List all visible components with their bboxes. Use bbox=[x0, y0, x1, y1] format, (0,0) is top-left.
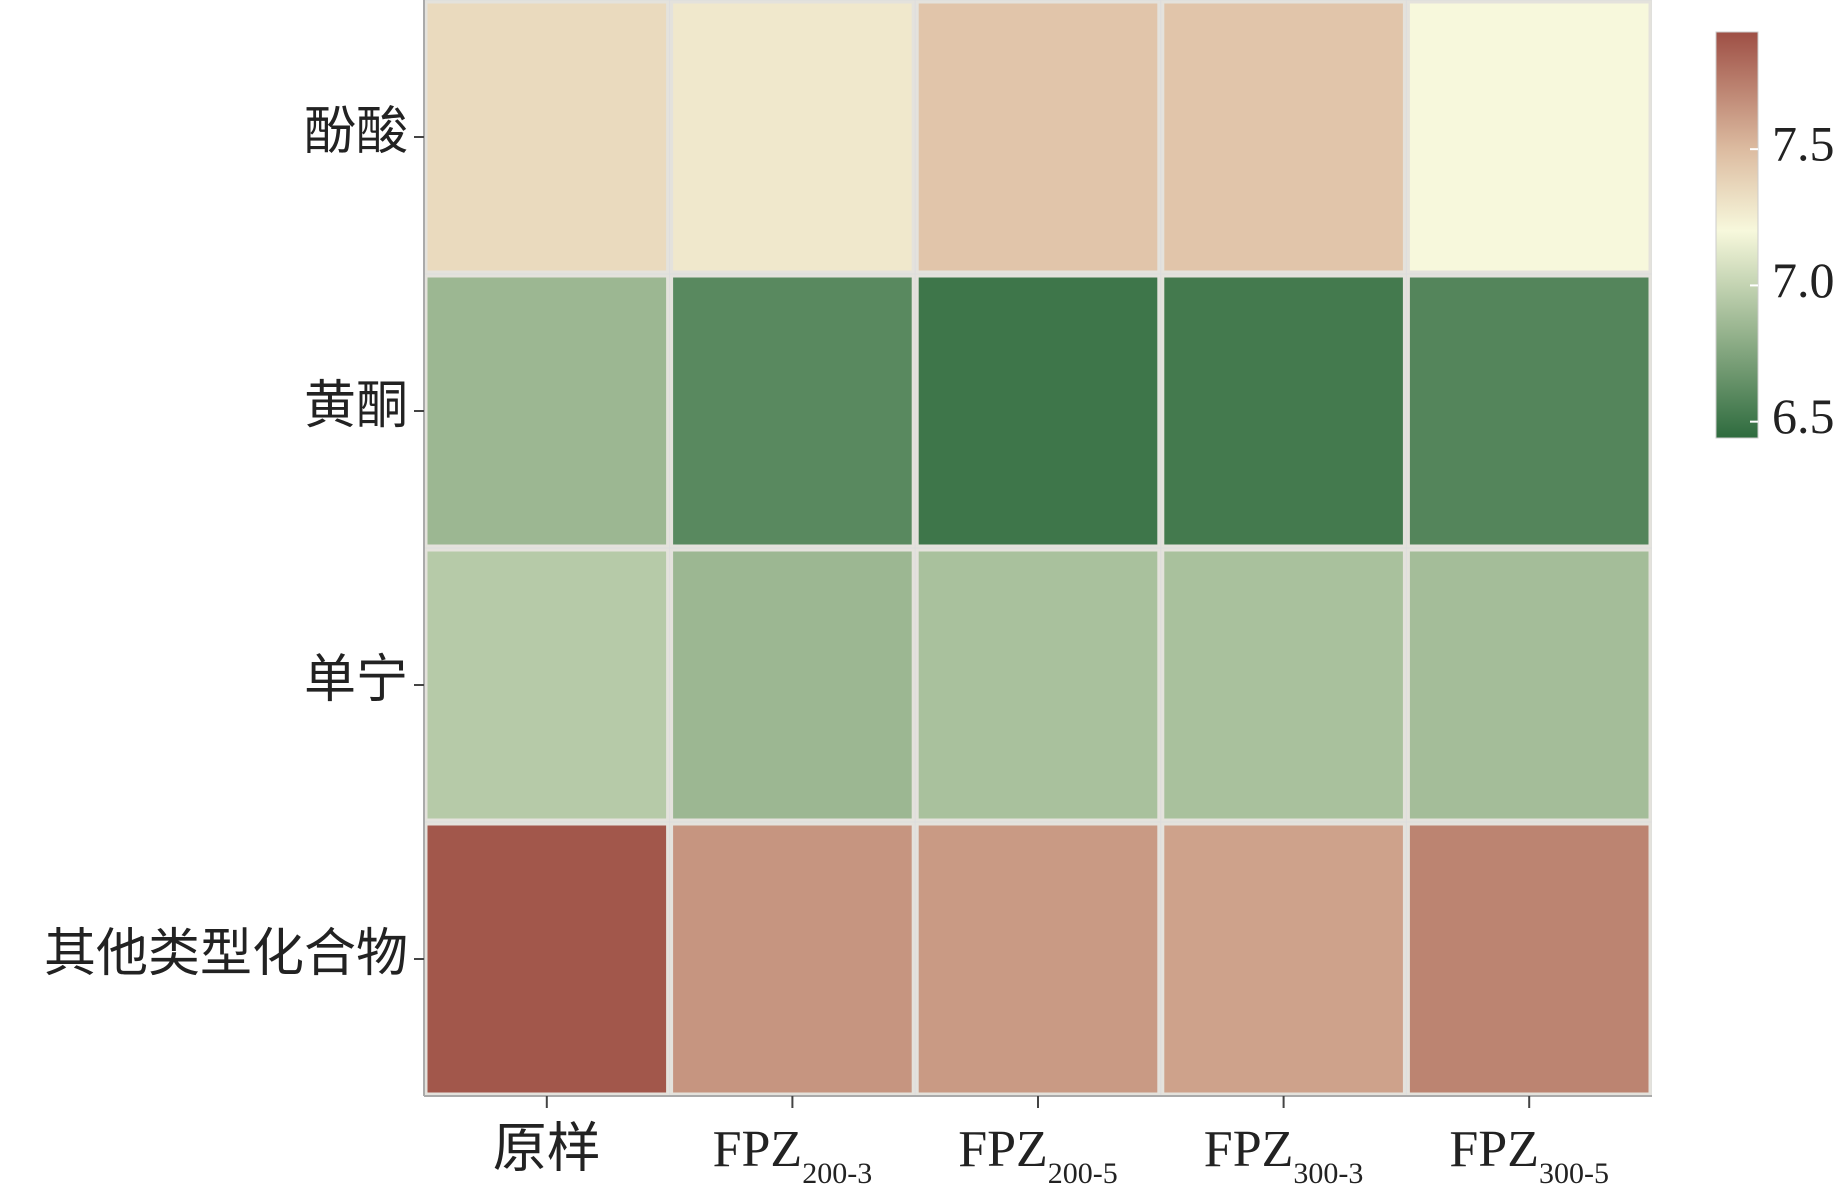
heatmap-cell bbox=[424, 822, 670, 1096]
heatmap-cell bbox=[915, 0, 1161, 274]
y-tick-label: 酚酸 bbox=[304, 104, 408, 161]
x-tick-label: FPZ300-3 bbox=[1204, 1121, 1364, 1190]
colorbar-tick-label: 6.5 bbox=[1772, 388, 1835, 444]
x-tick-label-base: FPZ bbox=[1449, 1121, 1539, 1178]
heatmap-cell bbox=[1161, 822, 1406, 1096]
heatmap-cell bbox=[915, 548, 1161, 822]
heatmap-cell bbox=[1406, 274, 1652, 548]
x-tick-label: 原样 bbox=[493, 1118, 601, 1178]
heatmap-cell bbox=[1161, 0, 1406, 274]
colorbar-tick-label: 7.5 bbox=[1772, 116, 1835, 172]
heatmap-cell bbox=[1161, 548, 1406, 822]
x-tick-label: FPZ200-5 bbox=[958, 1121, 1118, 1190]
heatmap-cell bbox=[424, 0, 670, 274]
colorbar-tick-label: 7.0 bbox=[1772, 252, 1835, 308]
x-tick-label-base: FPZ bbox=[958, 1121, 1048, 1178]
heatmap-cell bbox=[1406, 822, 1652, 1096]
heatmap-cell bbox=[670, 548, 915, 822]
x-tick-label-sub: 300-3 bbox=[1293, 1157, 1363, 1190]
heatmap-cell bbox=[670, 0, 915, 274]
heatmap-cell bbox=[1406, 0, 1652, 274]
heatmap-cell bbox=[1406, 548, 1652, 822]
heatmap-cell bbox=[1161, 274, 1406, 548]
heatmap-cell bbox=[670, 274, 915, 548]
heatmap-cell bbox=[424, 548, 670, 822]
colorbar bbox=[1715, 31, 1759, 439]
x-tick-label-sub: 300-5 bbox=[1539, 1157, 1609, 1190]
heatmap-cell bbox=[915, 822, 1161, 1096]
x-tick-label-sub: 200-5 bbox=[1048, 1157, 1118, 1190]
x-tick-label-base: FPZ bbox=[1204, 1121, 1294, 1178]
heatmap-cell bbox=[915, 274, 1161, 548]
heatmap-cell bbox=[424, 274, 670, 548]
x-tick-label-base: FPZ bbox=[713, 1121, 803, 1178]
y-tick-label: 单宁 bbox=[304, 652, 408, 709]
x-tick-label: FPZ200-3 bbox=[713, 1121, 873, 1190]
y-tick-label: 其他类型化合物 bbox=[44, 926, 408, 983]
heatmap-cell bbox=[670, 822, 915, 1096]
x-tick-label-sub: 200-3 bbox=[802, 1157, 872, 1190]
y-tick-label: 黄酮 bbox=[304, 378, 408, 435]
x-tick-label: FPZ300-5 bbox=[1449, 1121, 1609, 1190]
